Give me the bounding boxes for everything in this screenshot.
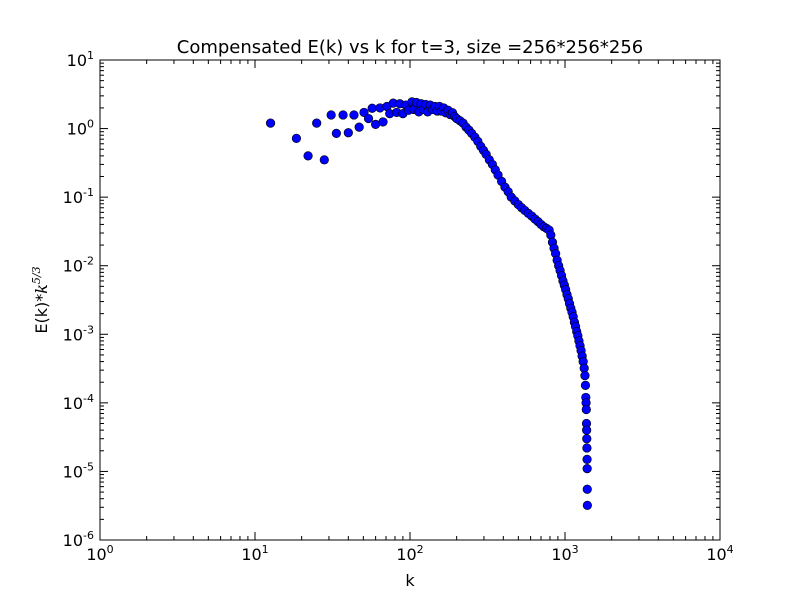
- data-point: [582, 425, 592, 435]
- y-tick-label: 10-4: [63, 392, 94, 413]
- x-tick-base: 10: [86, 545, 106, 564]
- data-point: [354, 122, 364, 132]
- plot-frame: [99, 59, 721, 541]
- y-tick-label: 100: [67, 118, 94, 139]
- x-tick-base: 10: [241, 545, 261, 564]
- data-point: [359, 107, 369, 118]
- y-tick-exp: -5: [83, 460, 94, 473]
- data-point: [349, 110, 359, 120]
- y-tick-base: 10: [67, 51, 87, 70]
- y-axis-label: E(k)*k5/3: [30, 266, 51, 333]
- data-point: [582, 443, 592, 453]
- y-tick-label: 10-6: [63, 529, 94, 550]
- data-point: [581, 404, 591, 415]
- y-tick-base: 10: [63, 257, 83, 276]
- data-point: [580, 380, 591, 390]
- y-axis-label-base: E(k)*: [32, 294, 51, 334]
- data-point: [291, 133, 302, 143]
- x-tick-exp: 0: [107, 543, 114, 556]
- data-point: [367, 103, 377, 113]
- x-tick-base: 10: [706, 545, 726, 564]
- x-tick-base: 10: [396, 545, 416, 564]
- x-tick-label: 101: [241, 543, 268, 564]
- y-tick-base: 10: [63, 462, 83, 481]
- y-axis-label-var: k: [32, 284, 51, 294]
- x-tick-exp: 1: [262, 543, 269, 556]
- y-tick-base: 10: [67, 120, 87, 139]
- chart-title: Compensated E(k) vs k for t=3, size =256…: [177, 37, 643, 58]
- x-tick-exp: 2: [417, 543, 424, 556]
- data-point: [582, 484, 592, 494]
- y-tick-exp: -1: [83, 186, 94, 199]
- data-point: [580, 370, 590, 381]
- y-tick-label: 10-3: [63, 323, 94, 344]
- y-tick-label: 10-2: [63, 255, 94, 276]
- y-tick-label: 10-5: [63, 460, 94, 481]
- y-tick-exp: -3: [83, 323, 94, 336]
- y-tick-base: 10: [63, 531, 83, 550]
- x-tick-exp: 4: [727, 543, 734, 556]
- x-tick-label: 104: [706, 543, 733, 564]
- data-point: [363, 113, 374, 124]
- x-tick-exp: 3: [572, 543, 579, 556]
- x-tick-label: 100: [86, 543, 113, 564]
- data-point: [312, 118, 322, 128]
- x-tick-label: 102: [396, 543, 423, 564]
- y-tick-base: 10: [63, 188, 83, 207]
- data-points: [265, 97, 592, 510]
- y-tick-base: 10: [63, 394, 83, 413]
- x-tick-label: 103: [551, 543, 578, 564]
- y-axis-label-exp: 5/3: [30, 266, 43, 284]
- y-tick-exp: -6: [83, 529, 94, 542]
- data-point: [582, 500, 592, 510]
- data-point: [326, 110, 336, 120]
- data-point: [582, 454, 592, 464]
- data-point: [343, 128, 353, 138]
- data-point: [303, 151, 313, 161]
- y-tick-label: 101: [67, 49, 94, 70]
- data-point: [378, 117, 388, 127]
- data-point: [331, 128, 341, 139]
- data-point: [319, 155, 329, 165]
- x-axis-label: k: [405, 571, 415, 590]
- x-tick-base: 10: [551, 545, 571, 564]
- y-tick-exp: -2: [83, 255, 94, 268]
- y-tick-base: 10: [63, 325, 83, 344]
- data-point: [582, 434, 592, 444]
- y-tick-exp: -4: [83, 392, 94, 405]
- x-axis: 100 101 102 103 104: [86, 60, 734, 564]
- y-tick-exp: 1: [87, 49, 94, 62]
- y-tick-exp: 0: [87, 118, 94, 131]
- data-point: [582, 463, 592, 474]
- y-tick-label: 10-1: [63, 186, 94, 207]
- data-point: [265, 118, 276, 128]
- data-point: [338, 110, 348, 120]
